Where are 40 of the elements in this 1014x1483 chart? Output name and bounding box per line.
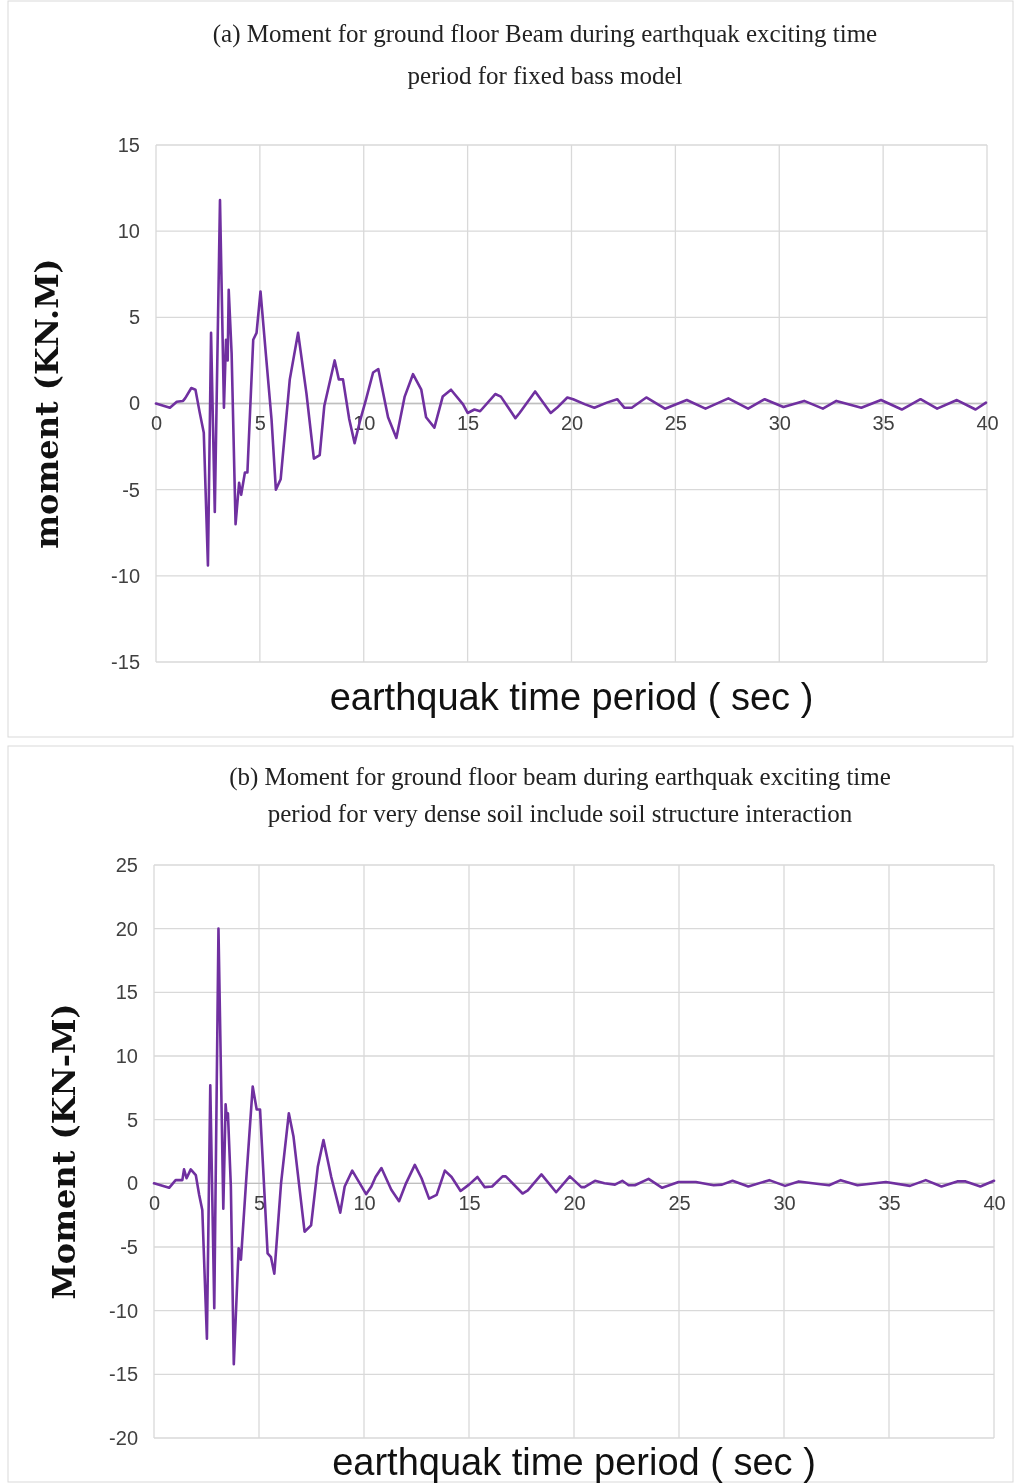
x-axis-title: earthquak time period ( sec ) <box>329 676 814 718</box>
y-tick-label: 10 <box>115 1044 138 1067</box>
x-tick-label: 30 <box>768 411 791 434</box>
x-tick-label: 5 <box>253 1191 266 1214</box>
y-axis-title: moment (KN.M) <box>28 258 66 549</box>
y-tick-label: -15 <box>109 1363 138 1386</box>
x-tick-label: 0 <box>148 1191 161 1214</box>
x-tick-label: 25 <box>664 411 687 434</box>
y-tick-label: -5 <box>122 478 140 501</box>
x-tick-label: 35 <box>872 411 895 434</box>
x-tick-label: 10 <box>353 1191 376 1214</box>
x-axis-title: earthquak time period ( sec ) <box>332 1441 816 1483</box>
x-tick-label: 25 <box>668 1191 691 1214</box>
y-tick-label: -10 <box>111 564 140 587</box>
x-tick-label: 20 <box>560 411 584 434</box>
x-tick-label: 35 <box>878 1191 901 1214</box>
y-tick-label: -20 <box>109 1426 138 1449</box>
y-tick-label: -10 <box>109 1299 138 1322</box>
x-tick-label: 30 <box>773 1191 796 1214</box>
chart-title: (a) Moment for ground floor Beam during earthquak exciting time period for fixed bass model <box>212 20 878 89</box>
x-tick-label: 0 <box>150 411 163 434</box>
x-tick-label: 15 <box>457 411 480 434</box>
y-tick-label: -15 <box>111 650 140 673</box>
y-axis-title: Moment (KN-M) <box>45 1003 83 1300</box>
y-tick-label: -5 <box>120 1235 138 1258</box>
x-tick-label: 20 <box>563 1191 586 1214</box>
x-tick-label: 15 <box>458 1191 481 1214</box>
y-tick-label: 5 <box>128 306 140 329</box>
y-tick-label: 15 <box>117 133 140 156</box>
y-tick-label: 10 <box>117 220 140 243</box>
y-tick-label: 20 <box>115 917 138 940</box>
y-tick-label: 5 <box>126 1108 138 1131</box>
y-tick-label: 0 <box>128 392 140 415</box>
chart-title: (b) Moment for ground floor beam during earthquak exciting time period for very dense soil include soil structure interaction <box>229 763 891 827</box>
x-tick-label: 5 <box>254 411 266 434</box>
x-tick-label: 40 <box>976 411 999 434</box>
y-tick-label: 0 <box>126 1172 138 1195</box>
y-tick-label: 25 <box>115 853 138 876</box>
x-tick-label: 40 <box>983 1191 1006 1214</box>
y-tick-label: 15 <box>115 981 138 1004</box>
